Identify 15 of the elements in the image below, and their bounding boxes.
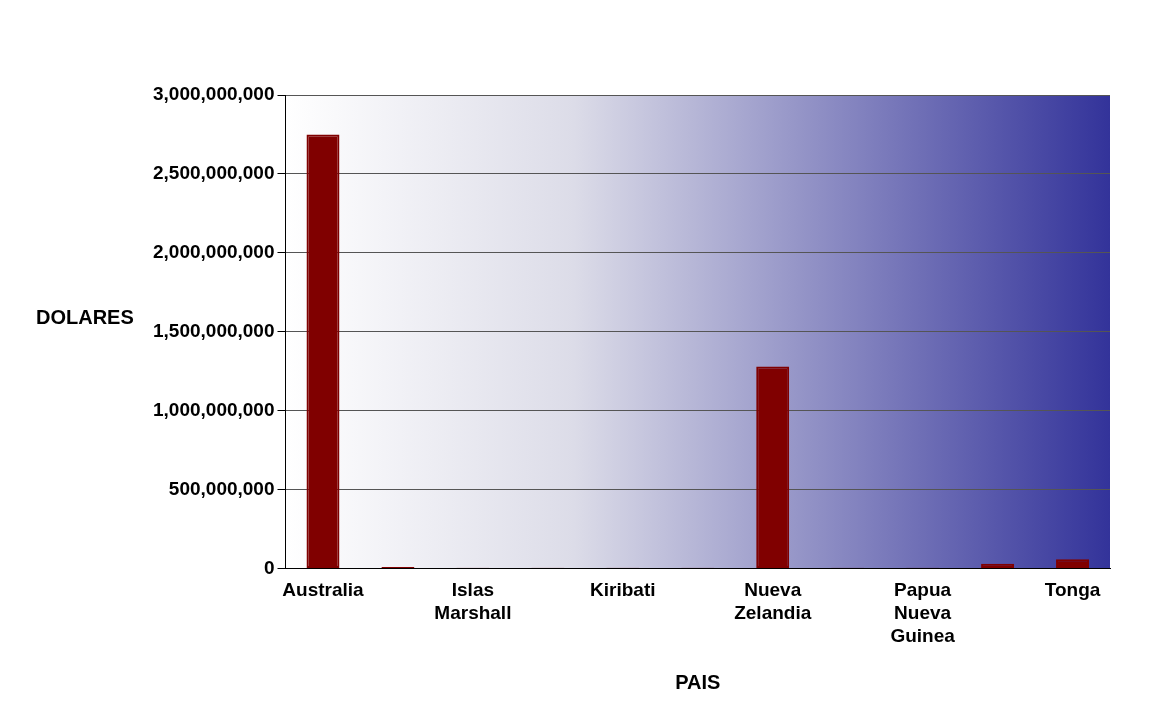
x-tick-label: Papua Nueva Guinea — [890, 579, 956, 646]
y-tick-label: 2,500,000,000 — [152, 162, 275, 184]
y-tick-label: 1,500,000,000 — [152, 320, 275, 342]
x-tick-label: Kiribati — [590, 579, 656, 601]
x-tick-label: Islas Marshall — [434, 579, 512, 624]
y-tick-label: 3,000,000,000 — [152, 83, 275, 105]
x-tick-label: Australia — [282, 579, 365, 601]
y-axis-title: DOLARES — [36, 306, 134, 329]
y-tick-label: 500,000,000 — [168, 477, 275, 499]
x-tick-label: Nueva Zelandia — [734, 579, 812, 624]
y-tick-label: 1,000,000,000 — [152, 398, 275, 420]
y-tick-label: 0 — [263, 556, 275, 578]
x-axis-title: PAIS — [675, 670, 721, 693]
x-tick-label: Tonga — [1044, 579, 1101, 601]
y-tick-label: 2,000,000,000 — [152, 241, 275, 263]
